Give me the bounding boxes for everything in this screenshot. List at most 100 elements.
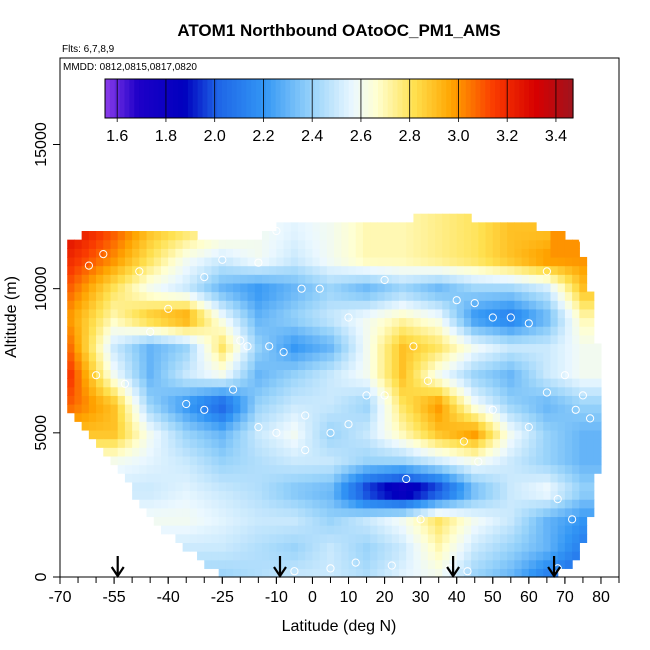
heatmap-cell — [370, 378, 378, 388]
heatmap-cell — [218, 542, 227, 552]
heatmap-cell — [543, 352, 552, 362]
heatmap-cell — [132, 308, 140, 319]
sample-point — [568, 515, 577, 524]
heatmap-cell — [204, 490, 213, 500]
heatmap-cell — [254, 308, 263, 319]
heatmap-cell — [420, 490, 429, 500]
heatmap-cell — [261, 429, 270, 440]
heatmap-cell — [211, 239, 220, 249]
heatmap-cell — [290, 447, 299, 457]
heatmap-cell — [124, 421, 133, 431]
heatmap-cell — [197, 464, 205, 474]
heatmap-cell — [96, 256, 104, 267]
heatmap-cell — [197, 429, 205, 440]
heatmap-cell — [276, 395, 285, 405]
heatmap-cell — [463, 412, 472, 422]
heatmap-cell — [168, 429, 176, 440]
heatmap-cell — [528, 360, 537, 370]
heatmap-cell — [355, 386, 364, 396]
heatmap-cell — [211, 369, 220, 379]
heatmap-cell — [507, 568, 516, 578]
heatmap-cell — [593, 447, 602, 457]
heatmap-cell — [557, 473, 566, 483]
heatmap-cell — [413, 378, 422, 388]
heatmap-cell — [290, 222, 299, 232]
heatmap-cell — [81, 378, 90, 388]
sample-point — [542, 267, 552, 276]
heatmap-cell — [290, 551, 299, 561]
heatmap-cell — [341, 222, 350, 232]
heatmap-cell — [485, 360, 494, 370]
heatmap-cell — [254, 499, 263, 509]
heatmap-cell — [348, 568, 357, 578]
colorbar-swatch — [270, 79, 277, 118]
heatmap-cell — [399, 525, 407, 535]
heatmap-cell — [67, 378, 76, 388]
heatmap-cell — [427, 317, 436, 327]
heatmap-cell — [261, 360, 270, 370]
heatmap-cell — [463, 291, 472, 301]
heatmap-cell — [471, 499, 479, 509]
heatmap-cell — [543, 308, 552, 319]
heatmap-cell — [139, 334, 148, 345]
heatmap-cell — [499, 473, 508, 483]
heatmap-cell — [377, 490, 386, 500]
heatmap-cell — [463, 542, 472, 552]
heatmap-cell — [362, 300, 371, 310]
heatmap-cell — [153, 343, 162, 353]
heatmap-cell — [449, 317, 458, 327]
heatmap-cell — [334, 438, 342, 448]
heatmap-cell — [261, 239, 270, 249]
heatmap-cell — [384, 222, 393, 232]
date-annotation: MMDD: 0812,0815,0817,0820 — [63, 62, 197, 73]
heatmap-cell — [521, 308, 530, 319]
heatmap-cell — [146, 317, 155, 327]
heatmap-cell — [175, 490, 184, 500]
heatmap-cell — [175, 360, 184, 370]
heatmap-cell — [276, 300, 285, 310]
heatmap-cell — [427, 499, 436, 509]
heatmap-cell — [326, 438, 335, 448]
heatmap-cell — [543, 334, 552, 345]
heatmap-cell — [110, 386, 119, 396]
heatmap-cell — [110, 343, 119, 353]
heatmap-cell — [413, 507, 422, 518]
heatmap-cell — [449, 369, 458, 379]
heatmap-cell — [298, 464, 306, 474]
heatmap-cell — [557, 308, 566, 319]
heatmap-cell — [528, 559, 537, 569]
heatmap-cell — [572, 421, 580, 431]
heatmap-cell — [572, 274, 580, 284]
heatmap-cell — [536, 326, 544, 336]
heatmap-cell — [211, 378, 220, 388]
heatmap-cell — [305, 334, 314, 345]
heatmap-cell — [492, 360, 501, 370]
heatmap-cell — [298, 473, 306, 483]
heatmap-cell — [528, 334, 537, 345]
heatmap-cell — [225, 317, 234, 327]
heatmap-cell — [233, 551, 241, 561]
heatmap-cell — [399, 421, 407, 431]
heatmap-cell — [247, 542, 256, 552]
heatmap-cell — [103, 352, 112, 362]
heatmap-cell — [564, 256, 573, 267]
heatmap-cell — [117, 429, 126, 440]
heatmap-cell — [435, 412, 443, 422]
heatmap-cell — [175, 455, 184, 466]
heatmap-cell — [110, 421, 119, 431]
heatmap-cell — [269, 265, 277, 275]
heatmap-cell — [283, 429, 292, 440]
heatmap-cell — [269, 412, 277, 422]
heatmap-cell — [528, 231, 537, 241]
heatmap-cell — [572, 239, 580, 249]
heatmap-cell — [391, 231, 400, 241]
heatmap-cell — [182, 256, 191, 267]
heatmap-cell — [348, 352, 357, 362]
heatmap-cell — [261, 464, 270, 474]
heatmap-cell — [139, 274, 148, 284]
heatmap-cell — [442, 412, 451, 422]
colorbar-swatch — [460, 79, 467, 118]
heatmap-cell — [536, 248, 544, 258]
heatmap-cell — [514, 231, 523, 241]
colorbar-swatch — [524, 79, 530, 118]
